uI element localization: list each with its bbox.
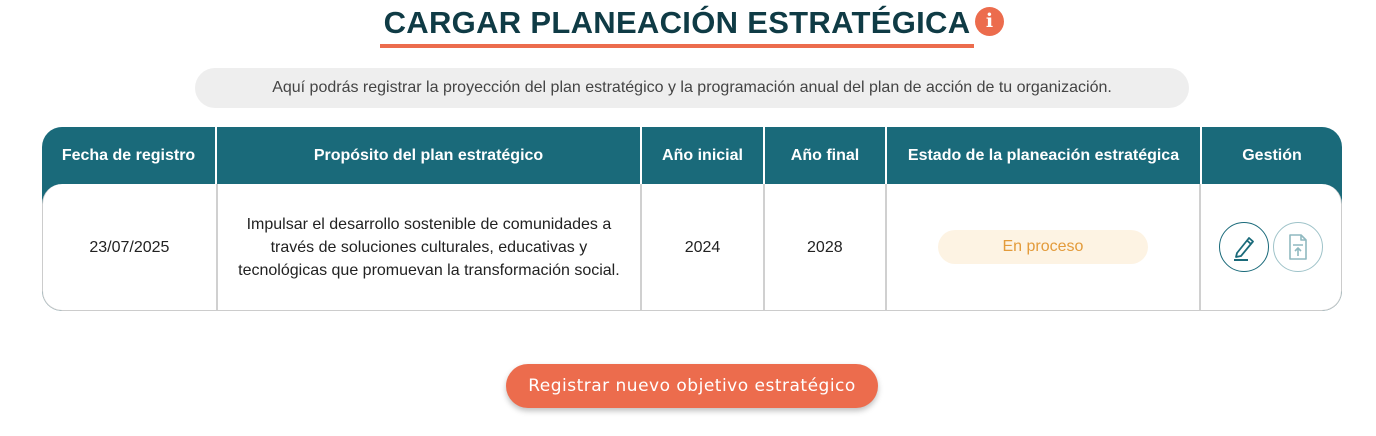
upload-file-button[interactable]: [1273, 222, 1324, 272]
column-header: Gestión: [1242, 146, 1302, 164]
info-icon[interactable]: i: [975, 7, 1004, 36]
column-header: Año inicial: [642, 127, 765, 184]
strategic-plan-table: Fecha de registro Propósito del plan est…: [42, 127, 1342, 311]
edit-button[interactable]: [1219, 222, 1270, 272]
column-header: Estado de la planeación estratégica: [887, 127, 1202, 184]
cell-gestion: [1201, 184, 1341, 310]
cell-ano-final: 2028: [765, 184, 887, 310]
column-header: Año final: [765, 127, 887, 184]
page-title-container: CARGAR PLANEACIÓN ESTRATÉGICA: [380, 4, 974, 48]
pencil-icon: [1234, 237, 1255, 261]
cell-fecha: 23/07/2025: [43, 184, 218, 310]
column-header: Fecha de registro: [42, 127, 217, 184]
page-description: Aquí podrás registrar la proyección del …: [195, 68, 1189, 108]
status-badge: En proceso: [937, 230, 1148, 264]
cell-proposito: Impulsar el desarrollo sostenible de com…: [218, 184, 643, 310]
register-objective-button[interactable]: Registrar nuevo objetivo estratégico: [506, 364, 878, 408]
file-upload-icon: [1289, 234, 1307, 260]
cell-estado: En proceso: [887, 184, 1202, 310]
page-title: CARGAR PLANEACIÓN ESTRATÉGICA: [383, 5, 971, 40]
table-header: Fecha de registro Propósito del plan est…: [42, 127, 1342, 184]
table-row: 23/07/2025 Impulsar el desarrollo sosten…: [42, 184, 1342, 311]
column-header: Propósito del plan estratégico: [217, 127, 642, 184]
cell-ano-inicial: 2024: [642, 184, 765, 310]
